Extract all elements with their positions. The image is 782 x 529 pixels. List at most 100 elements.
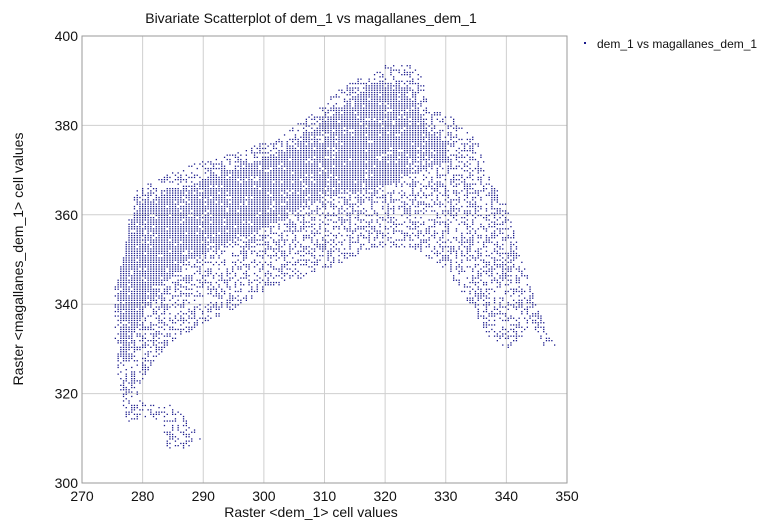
scatter-point (264, 284, 267, 286)
scatter-point (185, 190, 187, 192)
scatter-point (185, 255, 187, 257)
scatter-point (177, 201, 179, 203)
scatter-point (316, 261, 318, 263)
scatter-point (185, 277, 187, 279)
scatter-point (207, 203, 209, 205)
scatter-point (152, 264, 155, 266)
scatter-point (283, 223, 286, 225)
scatter-point (133, 266, 136, 268)
scatter-point (232, 199, 234, 201)
scatter-point (133, 319, 136, 322)
scatter-point (207, 167, 209, 170)
scatter-point (262, 156, 264, 158)
scatter-point (259, 181, 261, 183)
scatter-point (166, 335, 168, 337)
scatter-point (199, 203, 201, 205)
scatter-point (251, 250, 253, 252)
scatter-point (202, 165, 204, 167)
scatter-point (270, 158, 272, 161)
scatter-point (232, 179, 234, 181)
scatter-point (240, 179, 242, 181)
scatter-point (172, 340, 174, 342)
scatter-point (163, 272, 166, 275)
scatter-point (264, 241, 267, 243)
scatter-point (248, 284, 250, 286)
scatter-point (185, 440, 187, 442)
scatter-point (182, 304, 185, 306)
scatter-point (142, 190, 144, 192)
scatter-point (267, 219, 269, 221)
scatter-point (163, 194, 166, 196)
scatter-point (297, 185, 299, 187)
scatter-point (204, 281, 207, 284)
scatter-point (365, 120, 367, 123)
scatter-point (240, 183, 242, 185)
scatter-point (322, 109, 324, 112)
scatter-point (352, 237, 354, 239)
scatter-point (313, 158, 316, 161)
scatter-point (327, 138, 329, 141)
scatter-point (182, 205, 185, 208)
scatter-point (221, 272, 223, 275)
scatter-point (117, 293, 119, 295)
scatter-point (248, 279, 250, 281)
scatter-point (155, 196, 157, 199)
scatter-point (335, 112, 337, 114)
scatter-point (319, 132, 321, 134)
scatter-point (199, 308, 201, 310)
scatter-point (319, 118, 321, 120)
scatter-point (346, 118, 348, 120)
scatter-point (253, 237, 256, 239)
scatter-point (204, 248, 207, 250)
scatter-point (313, 172, 316, 174)
scatter-point (229, 217, 231, 219)
scatter-point (215, 181, 217, 183)
scatter-point (180, 275, 182, 277)
scatter-point (161, 346, 163, 348)
scatter-point (322, 116, 324, 118)
scatter-point (133, 279, 136, 281)
scatter-point (278, 141, 280, 143)
scatter-point (212, 188, 215, 190)
scatter-point (234, 188, 237, 190)
scatter-point (343, 179, 346, 181)
scatter-point (136, 234, 138, 237)
scatter-point (346, 127, 348, 129)
scatter-point (327, 163, 329, 165)
scatter-point (354, 183, 357, 185)
scatter-point (232, 277, 234, 279)
scatter-point (262, 183, 264, 185)
scatter-point (133, 317, 136, 319)
scatter-point (322, 143, 324, 145)
scatter-point (136, 284, 138, 286)
scatter-point (117, 295, 119, 297)
scatter-point (180, 333, 182, 335)
scatter-point (193, 295, 196, 297)
scatter-point (125, 411, 127, 413)
scatter-point (202, 223, 204, 225)
scatter-point (131, 313, 133, 315)
scatter-point (333, 246, 335, 248)
scatter-point (305, 201, 307, 203)
scatter-point (311, 150, 313, 152)
scatter-point (161, 217, 163, 219)
scatter-point (313, 167, 316, 170)
scatter-point (354, 96, 357, 98)
scatter-point (204, 246, 207, 248)
scatter-point (303, 234, 305, 237)
scatter-point (122, 326, 125, 328)
scatter-point (264, 237, 267, 239)
scatter-point (305, 141, 307, 143)
scatter-point (232, 226, 234, 228)
scatter-point (371, 167, 373, 170)
scatter-point (155, 259, 157, 261)
scatter-point (354, 161, 357, 163)
scatter-point (308, 174, 310, 176)
scatter-point (357, 237, 359, 239)
scatter-point (193, 284, 196, 286)
scatter-point (324, 199, 327, 201)
scatter-point (303, 161, 305, 163)
scatter-point (294, 261, 297, 263)
scatter-point (199, 234, 201, 237)
scatter-point (196, 246, 198, 248)
